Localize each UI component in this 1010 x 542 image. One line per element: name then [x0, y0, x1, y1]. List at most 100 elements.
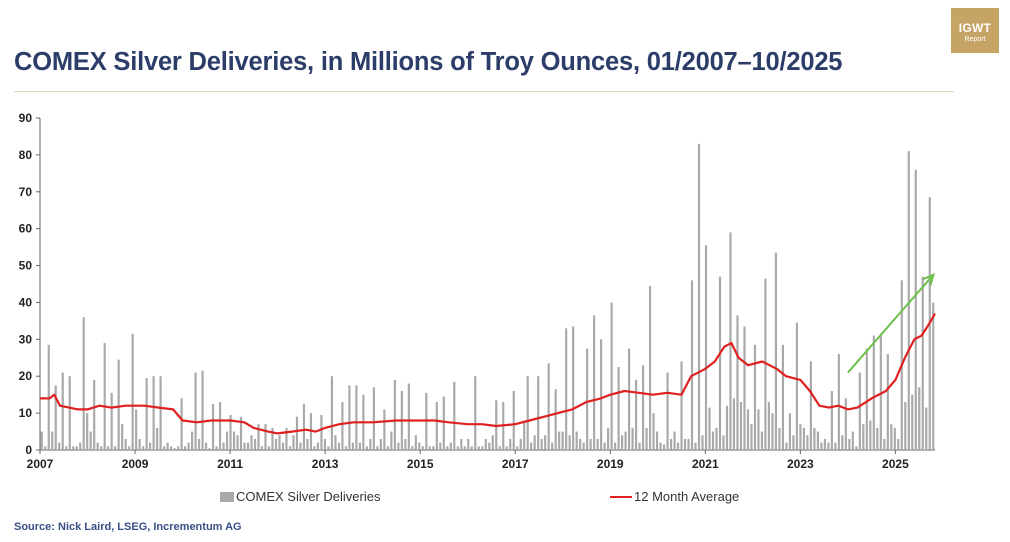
delivery-bar — [568, 435, 571, 450]
delivery-bar — [683, 438, 687, 450]
delivery-bar — [281, 442, 285, 450]
y-tick-label: 60 — [19, 222, 33, 236]
delivery-bar — [544, 435, 547, 450]
delivery-bar — [736, 315, 739, 450]
delivery-bar — [879, 333, 882, 450]
delivery-bar — [795, 322, 798, 450]
delivery-bar — [128, 446, 131, 450]
delivery-bar — [771, 413, 774, 450]
delivery-bar — [278, 435, 281, 450]
delivery-bar — [295, 416, 299, 450]
delivery-bar — [229, 414, 232, 450]
delivery-bar — [159, 376, 162, 450]
delivery-bar — [715, 427, 718, 450]
delivery-bar — [725, 405, 729, 450]
delivery-bar — [170, 446, 173, 450]
delivery-bar — [655, 431, 659, 450]
delivery-bar — [753, 344, 757, 450]
delivery-bar — [554, 389, 557, 450]
delivery-bar — [474, 376, 477, 450]
delivery-bar — [114, 446, 117, 450]
delivery-bar — [628, 348, 631, 450]
delivery-bar — [617, 367, 620, 450]
delivery-bar — [785, 442, 788, 450]
source-note: Source: Nick Laird, LSEG, Incrementum AG — [14, 521, 242, 533]
x-tick-label: 2023 — [787, 457, 814, 471]
delivery-bar — [79, 442, 82, 450]
delivery-bar — [652, 413, 655, 450]
delivery-bar — [253, 438, 257, 450]
delivery-bar — [44, 446, 47, 450]
delivery-bar — [453, 381, 456, 450]
delivery-bar — [138, 438, 141, 450]
trend-arrow-head — [922, 273, 935, 286]
y-tick-label: 80 — [19, 148, 33, 162]
delivery-bar — [865, 348, 868, 450]
delivery-bar — [411, 446, 414, 450]
delivery-bar — [334, 435, 337, 450]
delivery-bar — [180, 398, 183, 450]
delivery-bar — [575, 431, 578, 450]
delivery-bar — [914, 169, 917, 450]
delivery-bar — [600, 339, 603, 450]
delivery-bar — [907, 151, 910, 450]
delivery-bar — [540, 438, 543, 450]
delivery-bar — [897, 438, 900, 450]
delivery-bar — [250, 435, 253, 450]
delivery-bar — [418, 442, 421, 450]
delivery-bar — [750, 424, 753, 450]
delivery-bar — [739, 402, 743, 450]
delivery-bar — [851, 431, 854, 450]
delivery-bar — [614, 442, 617, 450]
delivery-bar — [565, 328, 568, 450]
delivery-bar — [365, 446, 368, 450]
legend-line-swatch — [610, 495, 632, 498]
delivery-bar — [456, 446, 459, 450]
delivery-bar — [404, 438, 407, 450]
delivery-bar — [638, 442, 641, 450]
delivery-bar — [390, 431, 393, 450]
delivery-bar — [239, 416, 243, 450]
delivery-bar — [72, 446, 75, 450]
delivery-bar — [837, 354, 840, 450]
delivery-bar — [100, 446, 103, 450]
delivery-bar — [561, 431, 564, 450]
delivery-bar — [603, 442, 606, 450]
delivery-bar — [586, 348, 589, 450]
delivery-bar — [407, 383, 410, 450]
delivery-bar — [921, 276, 924, 450]
x-tick-label: 2007 — [27, 457, 54, 471]
delivery-bar — [316, 442, 320, 450]
x-tick-label: 2017 — [502, 457, 529, 471]
delivery-bar — [299, 442, 302, 450]
delivery-bar — [806, 435, 809, 450]
delivery-bar — [285, 427, 288, 450]
delivery-bar — [194, 372, 197, 450]
delivery-bar — [505, 446, 508, 450]
delivery-bar — [767, 402, 771, 450]
delivery-bar — [659, 442, 662, 450]
delivery-bar — [348, 385, 351, 450]
delivery-bar — [271, 427, 274, 450]
delivery-bar — [358, 442, 361, 450]
delivery-bar — [841, 435, 844, 450]
delivery-bar — [519, 438, 522, 450]
y-tick-label: 50 — [19, 259, 33, 273]
delivery-bar — [694, 442, 697, 450]
delivery-bar — [372, 387, 375, 450]
delivery-bar — [635, 379, 638, 450]
delivery-bar — [442, 396, 445, 450]
delivery-bar — [121, 424, 124, 450]
delivery-bar — [645, 427, 648, 450]
delivery-bar — [704, 245, 708, 450]
delivery-bar — [323, 438, 327, 450]
delivery-bar — [607, 427, 610, 450]
delivery-bar — [844, 398, 847, 450]
delivery-bar — [218, 402, 222, 450]
delivery-bar — [799, 424, 802, 450]
delivery-bar — [135, 409, 138, 450]
delivery-bar — [526, 376, 529, 450]
legend-item-deliveries: COMEX Silver Deliveries — [220, 489, 380, 504]
delivery-bar — [439, 442, 442, 450]
delivery-bar — [421, 446, 424, 450]
